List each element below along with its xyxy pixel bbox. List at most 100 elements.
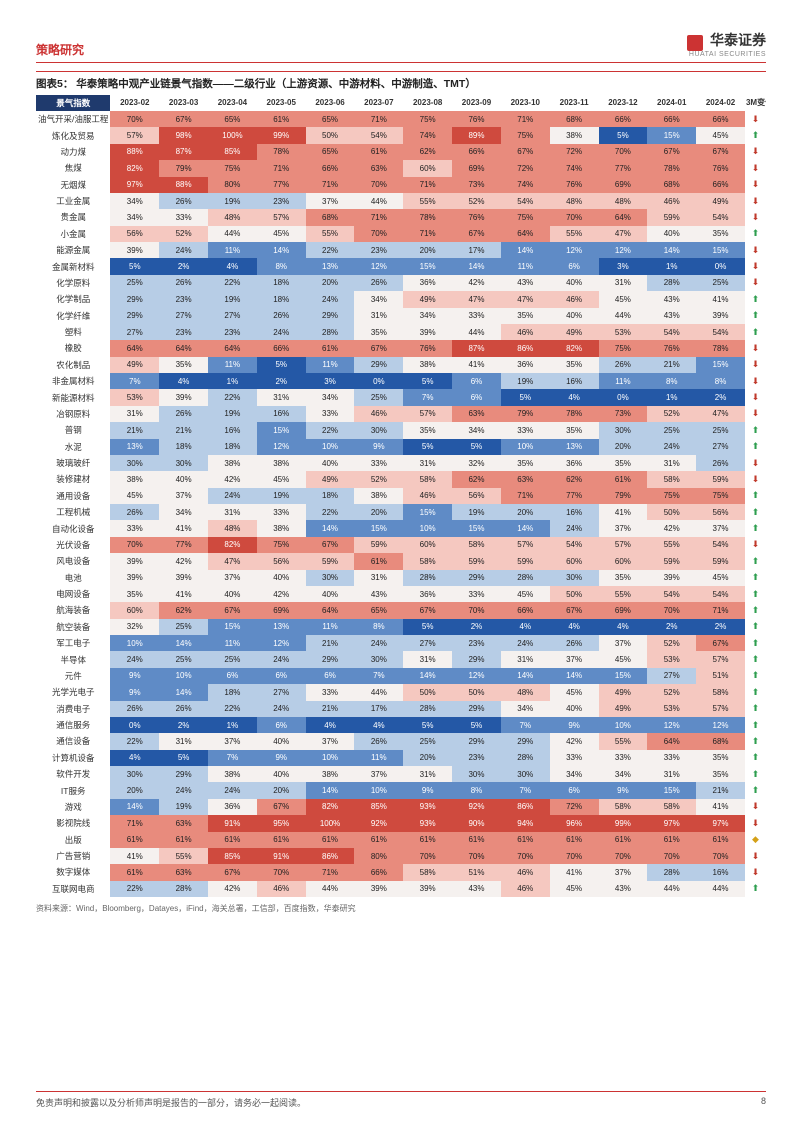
heatmap-cell: 49% [696, 193, 745, 209]
table-row: 新能源材料53%39%22%31%34%25%7%6%5%4%0%1%2%⬇ [36, 389, 766, 405]
heatmap-cell: 2% [452, 619, 501, 635]
heatmap-cell: 16% [550, 504, 599, 520]
trend-up-icon: ⬆ [745, 504, 766, 520]
trend-down-icon: ⬇ [745, 455, 766, 471]
table-row: 通用设备45%37%24%19%18%38%46%56%71%77%79%75%… [36, 488, 766, 504]
top-bar: 策略研究 华泰证券 HUATAI SECURITIES [36, 30, 766, 63]
figure-title: 图表5： 华泰策略中观产业链景气指数——二级行业（上游资源、中游材料、中游制造、… [36, 71, 766, 91]
heatmap-cell: 39% [354, 881, 403, 897]
heatmap-cell: 67% [696, 144, 745, 160]
table-row: 半导体24%25%25%24%29%30%31%29%31%37%45%53%5… [36, 651, 766, 667]
heatmap-cell: 24% [306, 291, 355, 307]
heatmap-cell: 64% [208, 340, 257, 356]
heatmap-cell: 21% [306, 701, 355, 717]
heatmap-cell: 25% [159, 651, 208, 667]
heatmap-cell: 27% [110, 324, 159, 340]
heatmap-cell: 27% [403, 635, 452, 651]
heatmap-cell: 60% [599, 553, 648, 569]
brand-block: 华泰证券 HUATAI SECURITIES [687, 30, 766, 58]
trend-down-icon: ⬇ [745, 537, 766, 553]
heatmap-cell: 26% [159, 275, 208, 291]
row-label: 互联网电商 [36, 881, 110, 897]
row-label: 广告营销 [36, 848, 110, 864]
heatmap-cell: 25% [696, 275, 745, 291]
table-row: 航空装备32%25%15%13%11%8%5%2%4%4%4%2%2%⬆ [36, 619, 766, 635]
row-label: 通用设备 [36, 488, 110, 504]
heatmap-cell: 4% [110, 750, 159, 766]
heatmap-cell: 18% [306, 488, 355, 504]
heatmap-cell: 50% [403, 684, 452, 700]
heatmap-cell: 75% [501, 209, 550, 225]
heatmap-cell: 61% [257, 832, 306, 848]
heatmap-cell: 85% [208, 848, 257, 864]
trend-up-icon: ⬆ [745, 291, 766, 307]
heatmap-cell: 5% [501, 389, 550, 405]
heatmap-cell: 48% [599, 193, 648, 209]
trend-down-icon: ⬇ [745, 160, 766, 176]
heatmap-cell: 48% [501, 684, 550, 700]
heatmap-cell: 39% [696, 308, 745, 324]
heatmap-cell: 58% [403, 471, 452, 487]
heatmap-cell: 58% [403, 553, 452, 569]
heatmap-cell: 25% [696, 422, 745, 438]
heatmap-cell: 67% [208, 602, 257, 618]
heatmap-cell: 53% [110, 389, 159, 405]
heatmap-cell: 15% [354, 520, 403, 536]
heatmap-cell: 55% [403, 193, 452, 209]
heatmap-cell: 58% [599, 799, 648, 815]
heatmap-cell: 28% [403, 570, 452, 586]
heatmap-cell: 52% [452, 193, 501, 209]
month-header: 2023-11 [550, 95, 599, 111]
row-label: 普钢 [36, 422, 110, 438]
row-label: 军工电子 [36, 635, 110, 651]
row-label: 新能源材料 [36, 389, 110, 405]
heatmap-cell: 74% [403, 127, 452, 143]
heatmap-cell: 64% [647, 733, 696, 749]
heatmap-cell: 37% [208, 570, 257, 586]
trend-up-icon: ⬆ [745, 651, 766, 667]
table-row: 焦煤82%79%75%71%66%63%60%69%72%74%77%78%76… [36, 160, 766, 176]
heatmap-cell: 38% [110, 471, 159, 487]
trend-down-icon: ⬇ [745, 357, 766, 373]
heatmap-cell: 85% [208, 144, 257, 160]
heatmap-cell: 33% [354, 455, 403, 471]
table-row: 化学制品29%23%19%18%24%34%49%47%47%46%45%43%… [36, 291, 766, 307]
heatmap-cell: 22% [306, 504, 355, 520]
heatmap-cell: 69% [599, 602, 648, 618]
heatmap-cell: 67% [257, 799, 306, 815]
heatmap-cell: 61% [110, 832, 159, 848]
heatmap-cell: 43% [599, 881, 648, 897]
row-label: 消费电子 [36, 701, 110, 717]
heatmap-cell: 28% [647, 864, 696, 880]
heatmap-cell: 45% [599, 291, 648, 307]
heatmap-cell: 45% [501, 586, 550, 602]
row-label: 航海装备 [36, 602, 110, 618]
heatmap-cell: 44% [696, 881, 745, 897]
heatmap-cell: 38% [208, 766, 257, 782]
heatmap-cell: 16% [257, 406, 306, 422]
heatmap-cell: 0% [354, 373, 403, 389]
trend-up-icon: ⬆ [745, 586, 766, 602]
heatmap-cell: 22% [208, 701, 257, 717]
trend-down-icon: ⬇ [745, 242, 766, 258]
heatmap-cell: 33% [550, 750, 599, 766]
row-label: 工程机械 [36, 504, 110, 520]
heatmap-cell: 30% [354, 651, 403, 667]
table-header: 景气指数2023-022023-032023-042023-052023-062… [36, 95, 766, 111]
trend-down-icon: ⬇ [745, 373, 766, 389]
heatmap-cell: 40% [550, 275, 599, 291]
heatmap-cell: 6% [208, 668, 257, 684]
table-row: 工程机械26%34%31%33%22%20%15%19%20%16%41%50%… [36, 504, 766, 520]
page-footer: 免责声明和披露以及分析师声明是报告的一部分，请务必一起阅读。 8 [36, 1091, 766, 1109]
heatmap-cell: 55% [599, 733, 648, 749]
heatmap-cell: 37% [306, 733, 355, 749]
heatmap-cell: 70% [452, 848, 501, 864]
heatmap-cell: 39% [403, 881, 452, 897]
heatmap-cell: 59% [452, 553, 501, 569]
heatmap-cell: 7% [501, 782, 550, 798]
heatmap-cell: 47% [501, 291, 550, 307]
heatmap-cell: 45% [550, 684, 599, 700]
table-row: 农化制品49%35%11%5%11%29%38%41%36%35%26%21%1… [36, 357, 766, 373]
heatmap-cell: 40% [647, 226, 696, 242]
heatmap-cell: 86% [306, 848, 355, 864]
